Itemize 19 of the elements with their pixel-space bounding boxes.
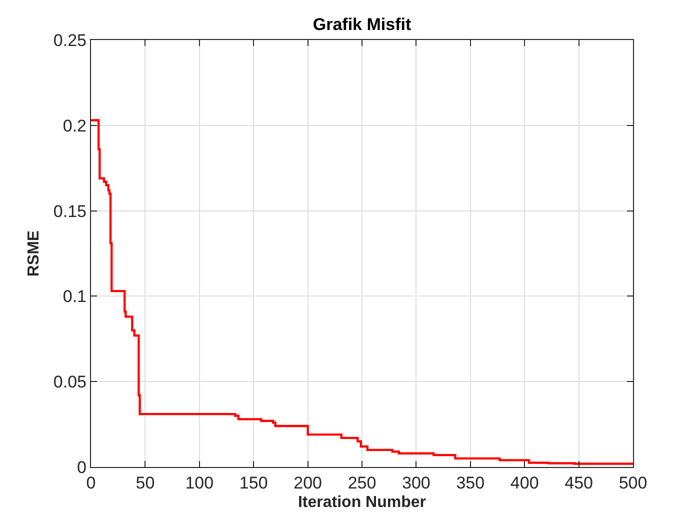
x-tick-label: 150 bbox=[239, 474, 268, 492]
x-tick-label: 450 bbox=[564, 474, 593, 492]
x-tick-label: 200 bbox=[294, 474, 322, 492]
chart-title: Grafik Misfit bbox=[312, 14, 412, 34]
x-tick-label: 500 bbox=[618, 474, 648, 492]
y-tick-label: 0.05 bbox=[53, 372, 86, 392]
y-tick-label: 0.25 bbox=[53, 30, 86, 50]
y-axis-title: RSME bbox=[25, 230, 42, 277]
x-tick-label: 300 bbox=[402, 474, 430, 492]
x-tick-label: 250 bbox=[348, 474, 376, 492]
y-tick-label: 0.15 bbox=[53, 202, 86, 221]
x-tick-label: 400 bbox=[510, 474, 539, 492]
y-tick-label: 0 bbox=[77, 458, 86, 477]
x-tick-label: 350 bbox=[456, 474, 485, 492]
y-tick-label: 0.1 bbox=[62, 287, 86, 306]
x-axis-title: Iteration Number bbox=[298, 494, 426, 512]
x-tick-label: 100 bbox=[185, 474, 214, 492]
y-tick-label: 0.2 bbox=[62, 116, 86, 136]
x-tick-label: 50 bbox=[136, 474, 155, 492]
